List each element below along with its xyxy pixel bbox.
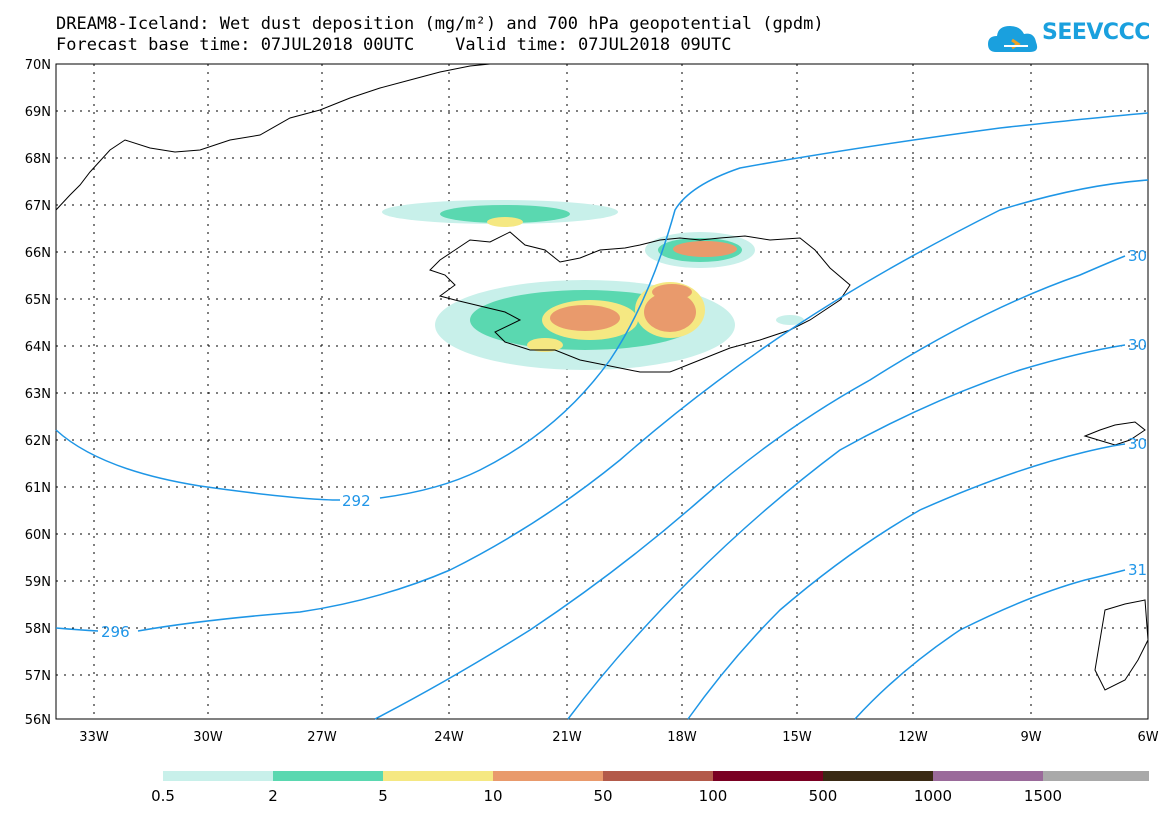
geopotential-contours [55, 112, 1149, 720]
legend-swatch [273, 771, 383, 781]
lat-label: 67N [25, 199, 51, 214]
lat-label: 68N [25, 152, 51, 167]
lon-label: 15W [782, 730, 812, 745]
legend-swatch [823, 771, 933, 781]
legend-swatch [603, 771, 713, 781]
lat-label: 60N [25, 528, 51, 543]
lon-label: 9W [1020, 730, 1041, 745]
lat-label: 65N [25, 293, 51, 308]
legend-label: 50 [593, 787, 612, 805]
lat-label: 56N [25, 713, 51, 728]
contour-label-292: 292 [342, 492, 371, 510]
chart-subtitle: Forecast base time: 07JUL2018 00UTC Vali… [56, 35, 732, 55]
lat-label: 66N [25, 246, 51, 261]
map-frame [55, 63, 1149, 720]
lat-label: 61N [25, 481, 51, 496]
dust-deposition-field [382, 200, 804, 370]
chart-title: DREAM8-Iceland: Wet dust deposition (mg/… [56, 14, 824, 34]
legend-label: 1500 [1024, 787, 1062, 805]
legend-labels: 0.5 2 5 10 50 100 500 1000 1500 [151, 787, 1062, 805]
lat-label: 59N [25, 575, 51, 590]
longitude-labels: 33W 30W 27W 24W 21W 18W 15W 12W 9W 6W [79, 730, 1158, 745]
coastline [55, 63, 1149, 691]
legend-swatch [163, 771, 273, 781]
legend-label: 1000 [914, 787, 952, 805]
lat-label: 62N [25, 434, 51, 449]
legend-swatch [493, 771, 603, 781]
lon-label: 21W [552, 730, 582, 745]
lon-label: 27W [307, 730, 337, 745]
latitude-labels: 70N 69N 68N 67N 66N 65N 64N 63N 62N 61N … [25, 58, 51, 728]
lon-label: 12W [898, 730, 928, 745]
lon-label: 30W [193, 730, 223, 745]
lat-label: 64N [25, 340, 51, 355]
legend-swatch [1043, 771, 1149, 781]
legend-label: 10 [483, 787, 502, 805]
lat-label: 63N [25, 387, 51, 402]
legend-label: 5 [378, 787, 388, 805]
contour-label-296: 296 [101, 623, 130, 641]
logo-text: SEEVCCC [1042, 20, 1150, 45]
lat-label: 70N [25, 58, 51, 73]
lon-label: 6W [1137, 730, 1158, 745]
lon-label: 18W [667, 730, 697, 745]
legend-swatch [383, 771, 493, 781]
legend-label: 0.5 [151, 787, 175, 805]
cloud-logo-icon [988, 26, 1038, 52]
lat-label: 69N [25, 105, 51, 120]
lon-label: 24W [434, 730, 464, 745]
contour-label-300-c: 30 [1128, 435, 1147, 453]
legend-swatch [713, 771, 823, 781]
legend-label: 500 [809, 787, 838, 805]
lat-label: 57N [25, 669, 51, 684]
contour-label-300-b: 30 [1128, 336, 1147, 354]
lon-label: 33W [79, 730, 109, 745]
legend-label: 2 [268, 787, 278, 805]
legend-label: 100 [699, 787, 728, 805]
legend-swatch [933, 771, 1043, 781]
lat-label: 58N [25, 622, 51, 637]
legend-colorbar [163, 771, 1149, 781]
contour-label-300-a: 30 [1128, 247, 1147, 265]
contour-label-31: 31 [1128, 561, 1147, 579]
